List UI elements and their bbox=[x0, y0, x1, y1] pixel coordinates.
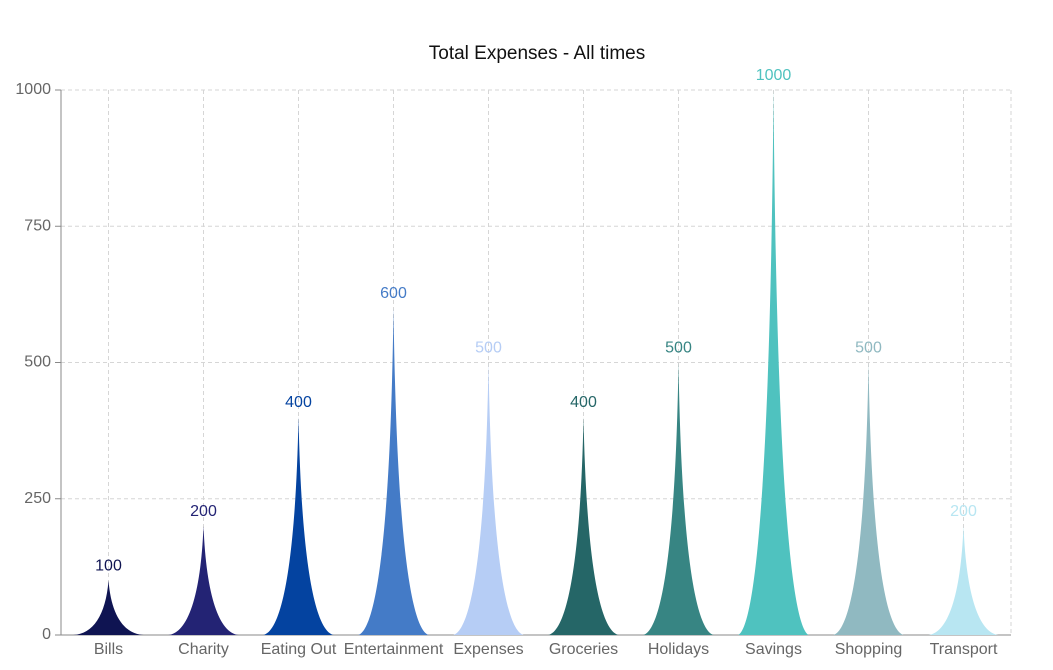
x-tick-label: Groceries bbox=[549, 641, 618, 658]
x-tick-label: Bills bbox=[94, 641, 123, 658]
data-label: 200 bbox=[190, 503, 217, 520]
bar-eating-out[interactable] bbox=[263, 417, 334, 635]
x-tick-label: Entertainment bbox=[344, 641, 444, 658]
x-tick-labels: Bills Charity Eating Out Entertainment Expen… bbox=[94, 641, 998, 658]
data-label: 400 bbox=[570, 394, 597, 411]
y-tick-label: 750 bbox=[24, 217, 51, 234]
bar-savings[interactable] bbox=[738, 90, 809, 635]
x-tick-label: Holidays bbox=[648, 641, 709, 658]
data-label: 1000 bbox=[756, 67, 792, 84]
bar-expenses[interactable] bbox=[453, 362, 524, 636]
data-label: 600 bbox=[380, 285, 407, 302]
data-label: 200 bbox=[950, 503, 977, 520]
grid bbox=[61, 89, 1012, 635]
bar-shopping[interactable] bbox=[833, 362, 904, 636]
bar-bills[interactable] bbox=[73, 580, 144, 636]
x-tick-label: Transport bbox=[930, 641, 998, 658]
x-tick-label: Expenses bbox=[453, 641, 523, 658]
y-tick-label: 500 bbox=[24, 354, 51, 371]
y-tick-label: 1000 bbox=[15, 81, 51, 98]
data-label: 400 bbox=[285, 394, 312, 411]
bars bbox=[73, 90, 999, 636]
x-tick-label: Shopping bbox=[835, 641, 903, 658]
data-label: 500 bbox=[855, 340, 882, 357]
bar-entertainment[interactable] bbox=[358, 308, 429, 635]
bar-groceries[interactable] bbox=[548, 417, 619, 635]
data-labels: 100 200 400 600 500 400 500 1000 500 200 bbox=[95, 67, 977, 575]
x-tick-label: Charity bbox=[178, 641, 229, 658]
bar-charity[interactable] bbox=[168, 526, 239, 635]
chart-title: Total Expenses - All times bbox=[429, 43, 645, 64]
y-tick-labels: 0 250 500 750 1000 bbox=[15, 81, 51, 643]
data-label: 100 bbox=[95, 558, 122, 575]
bar-holidays[interactable] bbox=[643, 362, 714, 636]
y-tick-label: 250 bbox=[24, 490, 51, 507]
y-tick-label: 0 bbox=[42, 626, 51, 643]
data-label: 500 bbox=[475, 340, 502, 357]
data-label: 500 bbox=[665, 340, 692, 357]
x-tick-label: Eating Out bbox=[261, 641, 337, 658]
x-tick-label: Savings bbox=[745, 641, 802, 658]
bar-transport[interactable] bbox=[928, 526, 999, 635]
